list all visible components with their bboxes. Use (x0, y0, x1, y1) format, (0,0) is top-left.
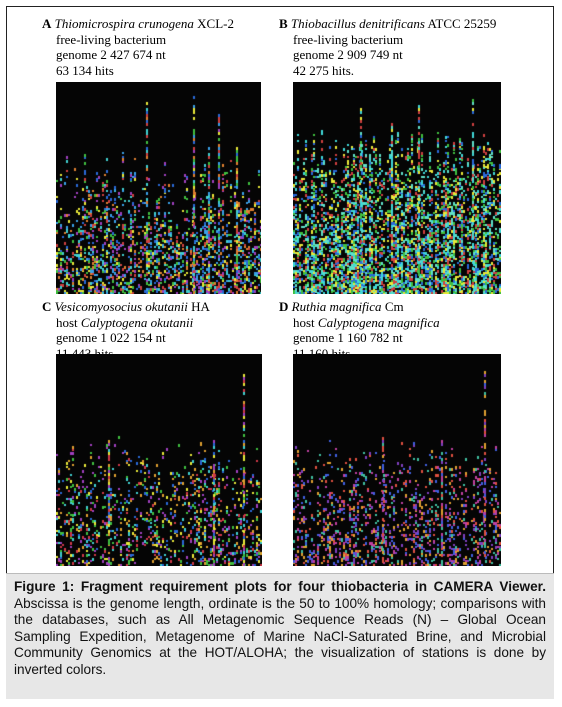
panel-d-host-name: Calyptogena magnifica (317, 314, 440, 330)
panel-b-lifestyle: free-living bacterium (293, 31, 404, 47)
panel-b-strain: ATCC 25259 (424, 16, 497, 31)
panel-a-letter: A (42, 16, 52, 31)
panel-d-strain: Cm (381, 299, 404, 314)
panel-c-letter: C (42, 299, 52, 314)
panel-d-genome: genome 1 160 782 nt (293, 330, 403, 345)
panel-d-canvas (293, 354, 501, 566)
panel-b-letter: B (279, 16, 288, 31)
panel-c-header: C Vesicomyosocius okutanii HA host Calyp… (42, 299, 210, 361)
panel-b-hits: 42 275 hits. (293, 62, 355, 78)
panel-a-genome: genome 2 427 674 nt (56, 47, 166, 62)
panel-d-plot (293, 354, 501, 566)
caption-label: Figure 1: Fragment requirement plots for… (14, 579, 546, 594)
panel-d-header: D Ruthia magnifica Cm host Calyptogena m… (279, 299, 440, 361)
panel-b-header: B Thiobacillus denitrificans ATCC 25259 … (279, 16, 496, 78)
panel-d-letter: D (279, 299, 289, 314)
panel-a-organism: Thiomicrospira crunogena (54, 16, 194, 31)
panel-c-host-name: Calyptogena okutanii (80, 314, 194, 330)
panel-a-plot (56, 82, 261, 294)
panel-c-plot (56, 354, 262, 566)
figure-caption: Figure 1: Fragment requirement plots for… (6, 573, 554, 699)
panel-c-organism: Vesicomyosocius okutanii (54, 299, 188, 314)
panel-a-hits: 63 134 hits (56, 62, 114, 78)
caption-text: Abscissa is the genome length, ordinate … (14, 595, 546, 677)
panel-a-lifestyle: free-living bacterium (56, 31, 167, 47)
panel-a-canvas (56, 82, 261, 294)
panel-c-genome: genome 1 022 154 nt (56, 330, 166, 345)
panel-c-canvas (56, 354, 262, 566)
panel-c-host-label: host (56, 314, 81, 330)
panel-b-organism: Thiobacillus denitrificans (290, 16, 425, 31)
panel-b-plot (293, 82, 501, 294)
panel-a-header: A Thiomicrospira crunogena XCL-2 free-li… (42, 16, 234, 78)
panel-d-host-label: host (293, 314, 318, 330)
panel-d-organism: Ruthia magnifica (291, 299, 382, 314)
panel-c-strain: HA (187, 299, 210, 314)
panel-b-canvas (293, 82, 501, 294)
panel-a-strain: XCL-2 (193, 16, 235, 31)
panel-b-genome: genome 2 909 749 nt (293, 47, 403, 62)
